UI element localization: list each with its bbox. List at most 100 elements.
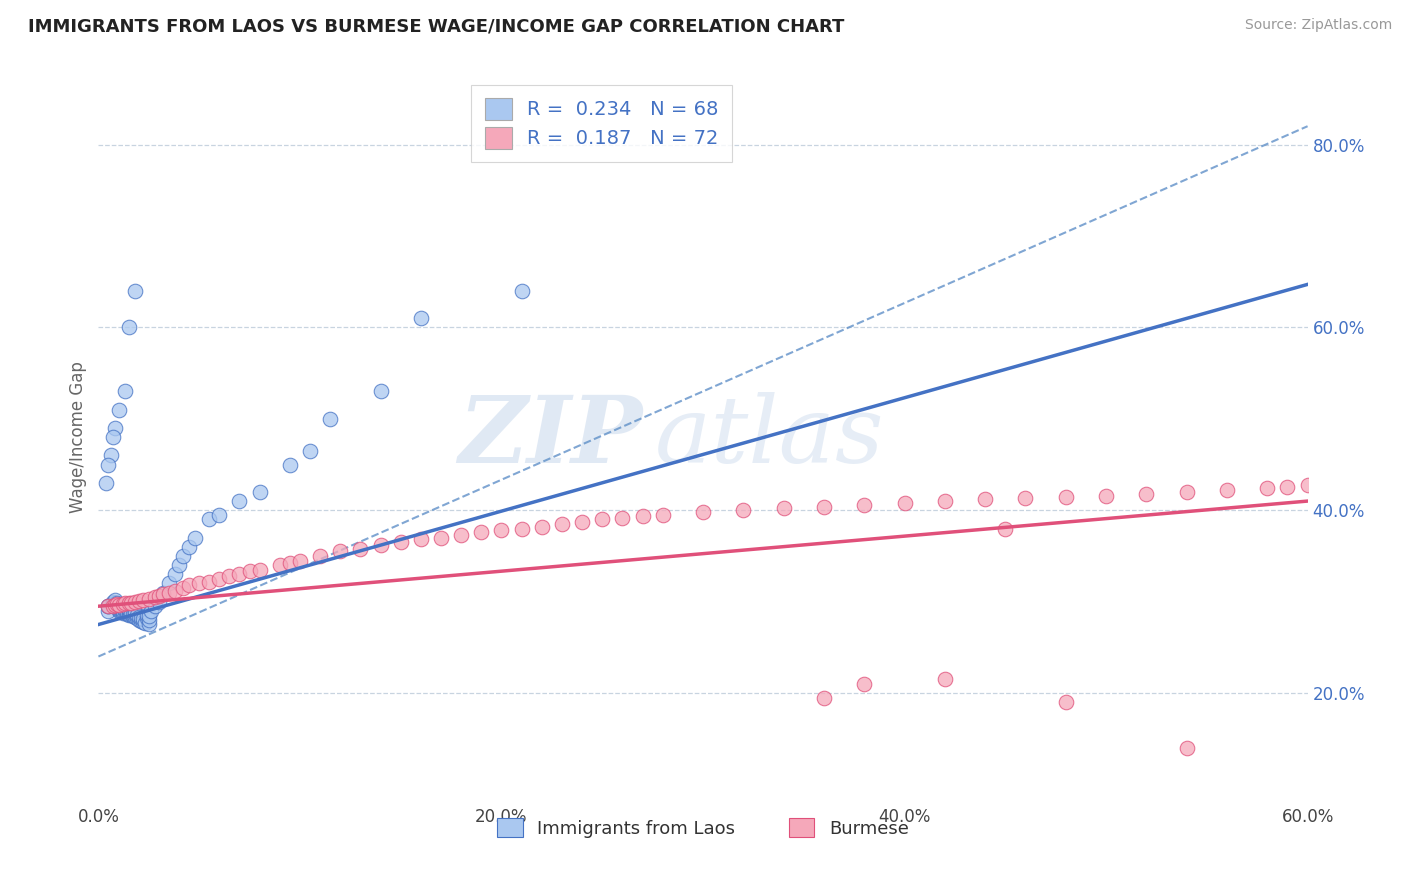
Point — [107, 599, 129, 613]
Point — [612, 510, 634, 524]
Point — [143, 590, 166, 604]
Point — [1054, 490, 1077, 504]
Point — [148, 589, 170, 603]
Point — [124, 605, 146, 619]
Point — [103, 592, 125, 607]
Point — [105, 597, 128, 611]
Point — [278, 556, 301, 570]
Point — [107, 602, 129, 616]
Point — [101, 594, 124, 608]
Point — [157, 576, 180, 591]
Point — [121, 607, 143, 621]
Point — [772, 501, 794, 516]
Point — [249, 485, 271, 500]
Point — [124, 594, 146, 608]
Point — [107, 601, 129, 615]
Point — [893, 496, 915, 510]
Point — [319, 412, 342, 426]
Point — [101, 599, 124, 614]
Point — [128, 613, 150, 627]
Point — [101, 430, 124, 444]
Point — [111, 598, 134, 612]
Point — [115, 605, 138, 619]
Point — [114, 597, 136, 611]
Point — [228, 567, 250, 582]
Point — [853, 677, 876, 691]
Point — [135, 611, 157, 625]
Point — [1135, 487, 1157, 501]
Point — [692, 505, 714, 519]
Point — [111, 606, 134, 620]
Point — [188, 576, 211, 591]
Point — [114, 384, 136, 399]
Point — [138, 616, 160, 631]
Point — [132, 592, 155, 607]
Point — [163, 583, 186, 598]
Point — [389, 535, 412, 549]
Point — [118, 603, 141, 617]
Point — [491, 524, 513, 538]
Point — [143, 599, 166, 614]
Point — [152, 585, 174, 599]
Point — [118, 607, 141, 621]
Point — [105, 599, 128, 613]
Point — [107, 600, 129, 615]
Point — [134, 615, 156, 630]
Point — [103, 421, 125, 435]
Point — [1296, 477, 1319, 491]
Point — [198, 512, 221, 526]
Point — [107, 603, 129, 617]
Point — [97, 458, 120, 472]
Legend: Immigrants from Laos, Burmese: Immigrants from Laos, Burmese — [491, 811, 915, 845]
Point — [571, 515, 593, 529]
Point — [105, 599, 128, 614]
Point — [853, 498, 876, 512]
Point — [349, 541, 371, 556]
Point — [114, 603, 136, 617]
Point — [409, 311, 432, 326]
Point — [100, 448, 122, 462]
Point — [118, 320, 141, 334]
Point — [111, 604, 134, 618]
Point — [218, 569, 240, 583]
Point — [239, 565, 262, 579]
Point — [370, 384, 392, 399]
Point — [129, 611, 152, 625]
Point — [329, 544, 352, 558]
Point — [107, 599, 129, 614]
Point — [107, 604, 129, 618]
Point — [179, 578, 201, 592]
Point — [1095, 489, 1118, 503]
Point — [651, 508, 673, 522]
Point — [118, 608, 141, 623]
Point — [129, 614, 152, 628]
Point — [172, 549, 194, 563]
Point — [208, 572, 231, 586]
Point — [97, 599, 120, 614]
Point — [994, 521, 1017, 535]
Text: IMMIGRANTS FROM LAOS VS BURMESE WAGE/INCOME GAP CORRELATION CHART: IMMIGRANTS FROM LAOS VS BURMESE WAGE/INC… — [28, 18, 845, 36]
Point — [510, 284, 533, 298]
Text: ZIP: ZIP — [458, 392, 643, 482]
Text: atlas: atlas — [655, 392, 884, 482]
Point — [125, 611, 148, 625]
Point — [138, 613, 160, 627]
Point — [163, 567, 186, 582]
Point — [124, 610, 146, 624]
Point — [125, 608, 148, 623]
Point — [97, 604, 120, 618]
Point — [530, 519, 553, 533]
Point — [97, 599, 120, 614]
Point — [974, 492, 997, 507]
Y-axis label: Wage/Income Gap: Wage/Income Gap — [69, 361, 87, 513]
Point — [115, 607, 138, 621]
Point — [208, 508, 231, 522]
Point — [1216, 483, 1239, 497]
Point — [97, 599, 120, 614]
Point — [370, 538, 392, 552]
Point — [228, 494, 250, 508]
Point — [184, 531, 207, 545]
Point — [96, 475, 118, 490]
Point — [105, 598, 128, 612]
Point — [813, 690, 835, 705]
